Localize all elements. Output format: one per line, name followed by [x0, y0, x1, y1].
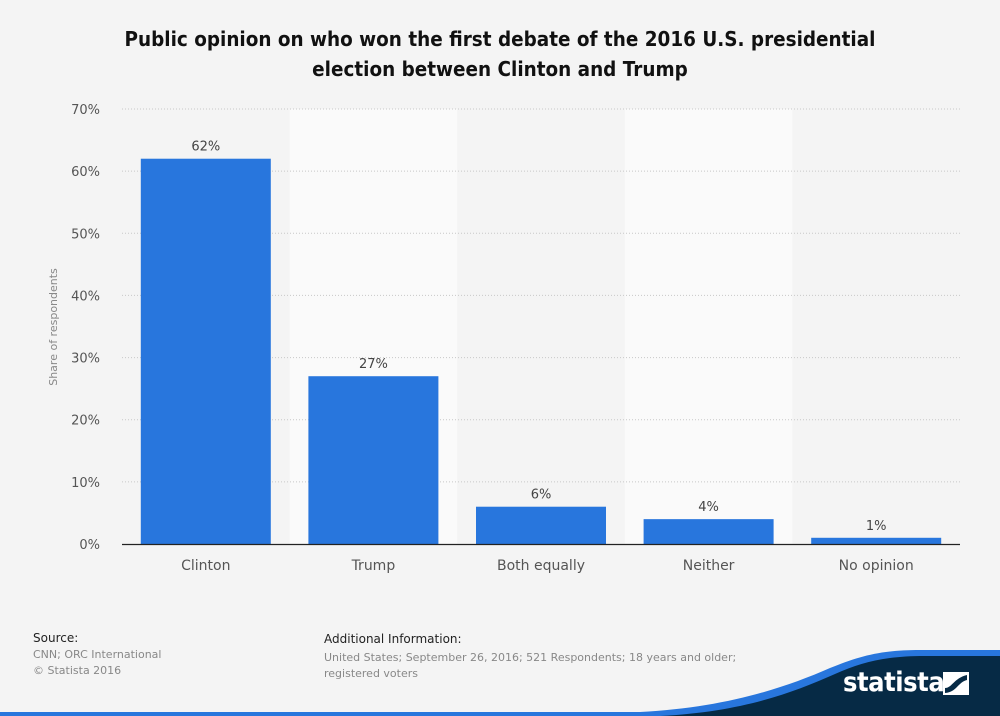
y-axis-label: Share of respondents — [47, 268, 60, 386]
x-tick-label: Neither — [683, 558, 735, 574]
y-tick-label: 0% — [79, 538, 100, 553]
bar-neither[interactable] — [643, 519, 774, 544]
bar-trump[interactable] — [308, 376, 439, 544]
y-axis-ticks: 0% 10% 20% 30% 40% 50% 60% 70% — [71, 103, 100, 553]
y-tick-label: 50% — [71, 227, 100, 242]
info-text: United States; September 26, 2016; 521 R… — [324, 650, 736, 682]
column-band — [624, 109, 793, 544]
bar-clinton[interactable] — [140, 158, 271, 544]
source-line-2: © Statista 2016 — [33, 664, 122, 677]
source-text: CNN; ORC International © Statista 2016 — [33, 647, 161, 679]
source-line-1: CNN; ORC International — [33, 648, 162, 661]
x-tick-label: Trump — [351, 558, 396, 574]
chart-title: Public opinion on who won the first deba… — [40, 24, 960, 84]
data-label: 62% — [191, 140, 220, 155]
chart-title-line-2: election between Clinton and Trump — [312, 57, 688, 81]
y-tick-label: 70% — [71, 103, 100, 118]
x-tick-label: Clinton — [181, 558, 230, 574]
chart-title-line-1: Public opinion on who won the first deba… — [124, 27, 876, 51]
bar-no-opinion[interactable] — [811, 537, 942, 544]
bar-both-equally[interactable] — [476, 506, 606, 544]
statista-logo[interactable]: statista — [843, 667, 945, 698]
y-tick-label: 10% — [71, 476, 100, 491]
footer-wave — [660, 656, 1000, 716]
source-heading: Source: — [33, 631, 79, 645]
y-tick-label: 40% — [71, 289, 100, 304]
data-label: 27% — [359, 357, 388, 372]
data-label: 1% — [866, 519, 887, 534]
x-axis-labels: Clinton Trump Both equally Neither No opinio… — [181, 558, 914, 574]
info-heading: Additional Information: — [324, 632, 462, 646]
data-labels: 62% 27% 6% 4% 1% — [191, 140, 886, 534]
data-label: 4% — [698, 500, 719, 515]
y-tick-label: 60% — [71, 165, 100, 180]
bars — [140, 158, 942, 544]
info-line-2: registered voters — [324, 667, 418, 680]
data-label: 6% — [531, 488, 552, 503]
statista-logo-icon — [943, 672, 969, 695]
y-tick-label: 20% — [71, 414, 100, 429]
y-tick-label: 30% — [71, 352, 100, 367]
info-line-1: United States; September 26, 2016; 521 R… — [324, 651, 737, 664]
x-tick-label: No opinion — [839, 558, 914, 574]
x-tick-label: Both equally — [497, 558, 585, 574]
